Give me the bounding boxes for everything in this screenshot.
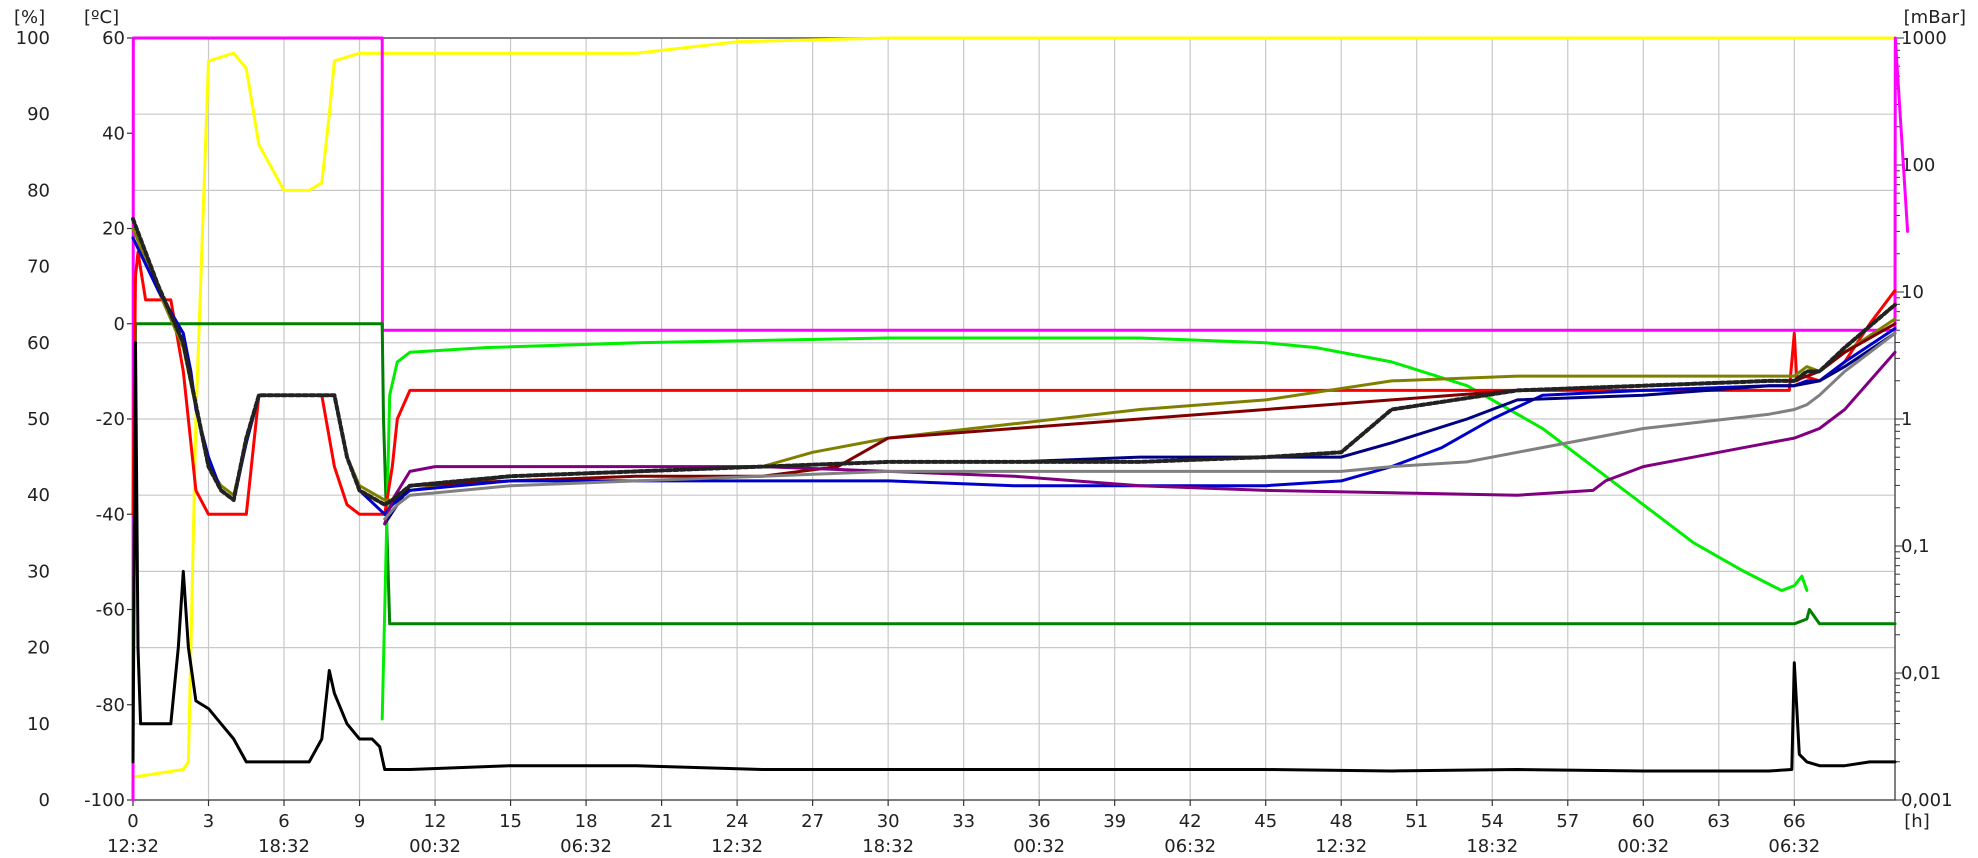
pressure-tick-label: 1000 (1901, 28, 1947, 49)
percent-tick-label: 40 (27, 485, 50, 506)
series-layer (131, 36, 1910, 802)
temperature-tick-label: -60 (96, 600, 125, 621)
hour-tick-label: 18 (575, 811, 598, 832)
clock-time-label: 12:32 (107, 836, 159, 857)
series-line-6 (131, 341, 1897, 773)
hour-tick-label: 57 (1556, 811, 1579, 832)
series-line-1 (131, 36, 1897, 779)
pressure-tick-label: 10 (1901, 282, 1924, 303)
percent-tick-label: 90 (27, 104, 50, 125)
temperature-tick-label: 0 (114, 314, 125, 335)
pressure-axis-unit: [mBar] (1904, 7, 1966, 28)
pressure-tick-label: 0,1 (1901, 536, 1930, 557)
percent-tick-label: 100 (16, 28, 50, 49)
pressure-tick-label: 0,01 (1901, 663, 1941, 684)
hour-tick-label: 45 (1254, 811, 1277, 832)
series-line-13 (131, 217, 1897, 507)
temperature-tick-label: -80 (96, 695, 125, 716)
hour-tick-label: 27 (801, 811, 824, 832)
clock-time-label: 12:32 (1315, 836, 1367, 857)
clock-time-label: 12:32 (711, 836, 763, 857)
hour-tick-label: 9 (354, 811, 365, 832)
pressure-tick-label: 1 (1901, 409, 1912, 430)
clock-time-label: 00:32 (1617, 836, 1669, 857)
pressure-tick-label: 100 (1901, 155, 1935, 176)
series-line-2 (131, 36, 1910, 802)
percent-tick-label: 70 (27, 257, 50, 278)
percent-tick-label: 0 (39, 790, 50, 811)
temperature-tick-label: -40 (96, 504, 125, 525)
series-line-4 (380, 336, 1809, 721)
percent-tick-label: 10 (27, 714, 50, 735)
hour-tick-label: 3 (203, 811, 214, 832)
hour-tick-label: 21 (650, 811, 673, 832)
hour-tick-label: 63 (1707, 811, 1730, 832)
hour-tick-label: 15 (499, 811, 522, 832)
hour-axis-unit: [h] (1904, 811, 1929, 832)
clock-time-label: 06:32 (1768, 836, 1820, 857)
temperature-tick-label: 20 (102, 219, 125, 240)
axis-labels: [%]0102030405060708090100[ºC]-100-80-60-… (14, 7, 1966, 857)
temperature-axis-unit: [ºC] (84, 7, 119, 28)
temperature-tick-label: 40 (102, 123, 125, 144)
hour-tick-label: 60 (1632, 811, 1655, 832)
hour-tick-label: 24 (726, 811, 749, 832)
series-line-11 (383, 350, 1897, 526)
percent-tick-label: 50 (27, 409, 50, 430)
percent-tick-label: 80 (27, 180, 50, 201)
hour-tick-label: 54 (1481, 811, 1504, 832)
clock-time-label: 18:32 (1466, 836, 1518, 857)
hour-tick-label: 6 (278, 811, 289, 832)
hour-tick-label: 66 (1783, 811, 1806, 832)
hour-tick-label: 48 (1330, 811, 1353, 832)
temperature-tick-label: -20 (96, 409, 125, 430)
clock-time-label: 00:32 (409, 836, 461, 857)
series-line-5 (131, 250, 1897, 516)
clock-time-label: 18:32 (258, 836, 310, 857)
hour-tick-label: 33 (952, 811, 975, 832)
hour-tick-label: 36 (1028, 811, 1051, 832)
temperature-tick-label: -100 (84, 790, 125, 811)
clock-time-label: 00:32 (1013, 836, 1065, 857)
temperature-tick-label: 60 (102, 28, 125, 49)
percent-axis-unit: [%] (14, 7, 45, 28)
clock-time-label: 06:32 (1164, 836, 1216, 857)
percent-tick-label: 30 (27, 561, 50, 582)
clock-time-label: 18:32 (862, 836, 914, 857)
hour-tick-label: 30 (877, 811, 900, 832)
percent-tick-label: 60 (27, 333, 50, 354)
hour-tick-label: 42 (1179, 811, 1202, 832)
hour-tick-label: 12 (424, 811, 447, 832)
hour-tick-label: 51 (1405, 811, 1428, 832)
series-line-12 (383, 331, 1897, 521)
pressure-tick-label: 0,001 (1901, 790, 1953, 811)
hour-tick-label: 39 (1103, 811, 1126, 832)
hour-tick-label: 0 (127, 811, 138, 832)
percent-tick-label: 20 (27, 638, 50, 659)
clock-time-label: 06:32 (560, 836, 612, 857)
series-line-3 (131, 322, 1897, 707)
